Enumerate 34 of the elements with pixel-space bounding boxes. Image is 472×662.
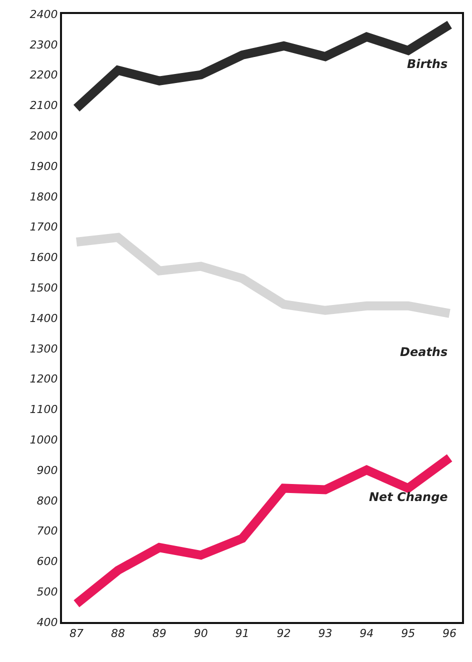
x-tick-label: 89: [152, 627, 166, 640]
y-tick-label: 2000: [30, 129, 58, 142]
y-tick-label: 1800: [30, 190, 58, 204]
y-tick-label: 1400: [30, 312, 58, 325]
x-tick-label: 91: [235, 627, 250, 640]
y-tick-label: 1200: [30, 372, 58, 386]
x-tick-label: 90: [194, 627, 208, 640]
x-tick-label: 93: [318, 627, 332, 640]
series-label: Net Change: [369, 490, 448, 504]
y-tick-label: 1000: [30, 433, 58, 446]
y-tick-label: 1900: [30, 160, 58, 173]
y-tick-label: 800: [36, 494, 58, 508]
y-tick-label: 500: [36, 585, 58, 598]
y-tick-label: 1100: [30, 403, 58, 416]
y-tick-label: 2400: [30, 8, 58, 21]
y-tick-label: 2200: [30, 68, 58, 82]
y-tick-label: 900: [36, 464, 58, 477]
x-tick-label: 92: [276, 627, 291, 640]
y-tick-label: 700: [36, 524, 58, 538]
y-tick-label: 1500: [30, 281, 58, 294]
y-tick-label: 2100: [30, 99, 58, 112]
series-label: Births: [407, 57, 448, 71]
x-tick-label: 96: [442, 627, 457, 640]
y-tick-label: 1300: [30, 342, 58, 356]
x-tick-label: 95: [401, 627, 416, 640]
y-tick-label: 400: [36, 616, 58, 629]
text: Deaths: [400, 345, 448, 359]
x-tick-label: 94: [360, 627, 374, 640]
y-tick-label: 2300: [30, 38, 58, 52]
x-tick-label: 88: [110, 627, 125, 640]
y-tick-label: 1700: [30, 220, 58, 234]
y-tick-label: 1600: [30, 251, 58, 264]
x-tick-label: 87: [70, 627, 84, 640]
y-tick-label: 600: [36, 555, 58, 568]
